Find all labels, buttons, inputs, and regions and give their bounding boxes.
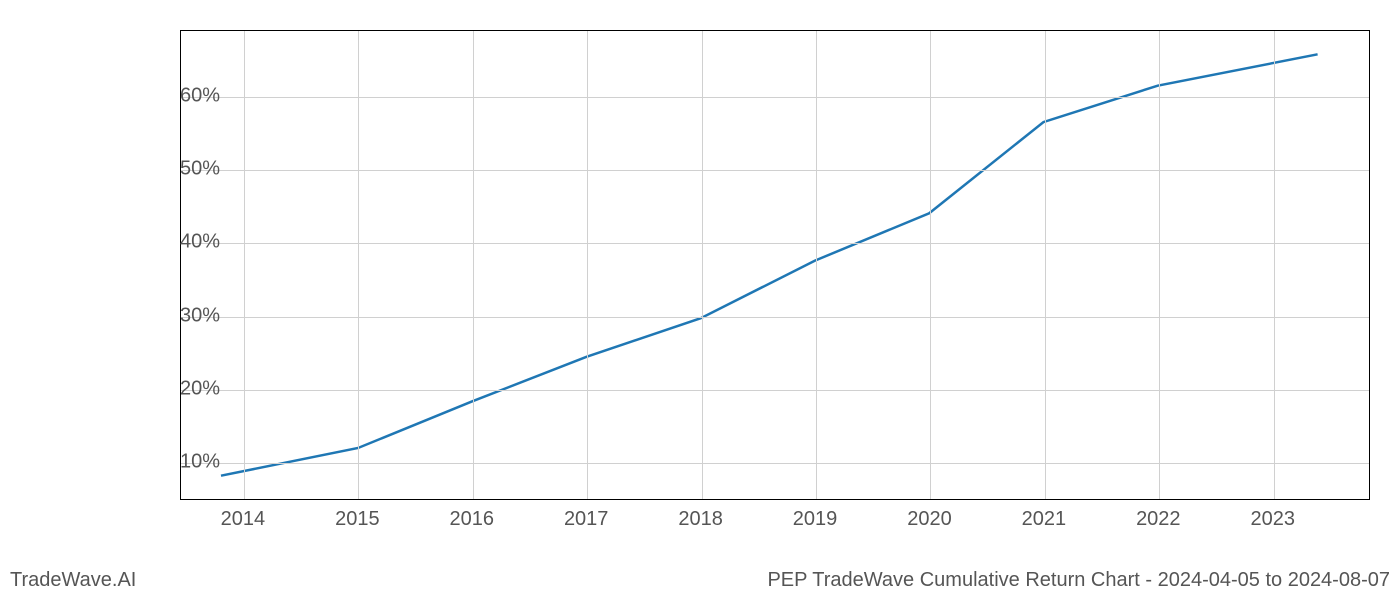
y-axis-tick-label: 10% (160, 450, 220, 473)
footer-left-text: TradeWave.AI (10, 569, 136, 592)
x-axis-tick-label: 2022 (1136, 508, 1181, 531)
grid-line-vertical (244, 31, 245, 499)
grid-line-horizontal (181, 170, 1369, 171)
footer-right-text: PEP TradeWave Cumulative Return Chart - … (767, 569, 1390, 592)
grid-line-vertical (702, 31, 703, 499)
grid-line-horizontal (181, 97, 1369, 98)
y-axis-tick-label: 50% (160, 158, 220, 181)
x-axis-tick-label: 2018 (678, 508, 723, 531)
x-axis-tick-label: 2023 (1250, 508, 1295, 531)
grid-line-vertical (1274, 31, 1275, 499)
plot-area (180, 30, 1370, 500)
x-axis-tick-label: 2014 (221, 508, 266, 531)
x-axis-tick-label: 2017 (564, 508, 609, 531)
grid-line-horizontal (181, 243, 1369, 244)
grid-line-horizontal (181, 463, 1369, 464)
x-axis-tick-label: 2019 (793, 508, 838, 531)
chart-container: 2014 2015 2016 2017 2018 2019 2020 2021 2022 2023… (130, 30, 1370, 540)
grid-line-vertical (587, 31, 588, 499)
y-axis-tick-label: 60% (160, 84, 220, 107)
grid-line-vertical (1045, 31, 1046, 499)
x-axis-tick-label: 2015 (335, 508, 380, 531)
data-line (221, 54, 1318, 475)
grid-line-vertical (816, 31, 817, 499)
x-axis-tick-label: 2016 (450, 508, 495, 531)
grid-line-vertical (473, 31, 474, 499)
grid-line-horizontal (181, 317, 1369, 318)
grid-line-vertical (1159, 31, 1160, 499)
y-axis-tick-label: 40% (160, 231, 220, 254)
x-axis-tick-label: 2021 (1022, 508, 1067, 531)
grid-line-horizontal (181, 390, 1369, 391)
y-axis-tick-label: 20% (160, 377, 220, 400)
y-axis-tick-label: 30% (160, 304, 220, 327)
x-axis-tick-label: 2020 (907, 508, 952, 531)
grid-line-vertical (930, 31, 931, 499)
grid-line-vertical (358, 31, 359, 499)
